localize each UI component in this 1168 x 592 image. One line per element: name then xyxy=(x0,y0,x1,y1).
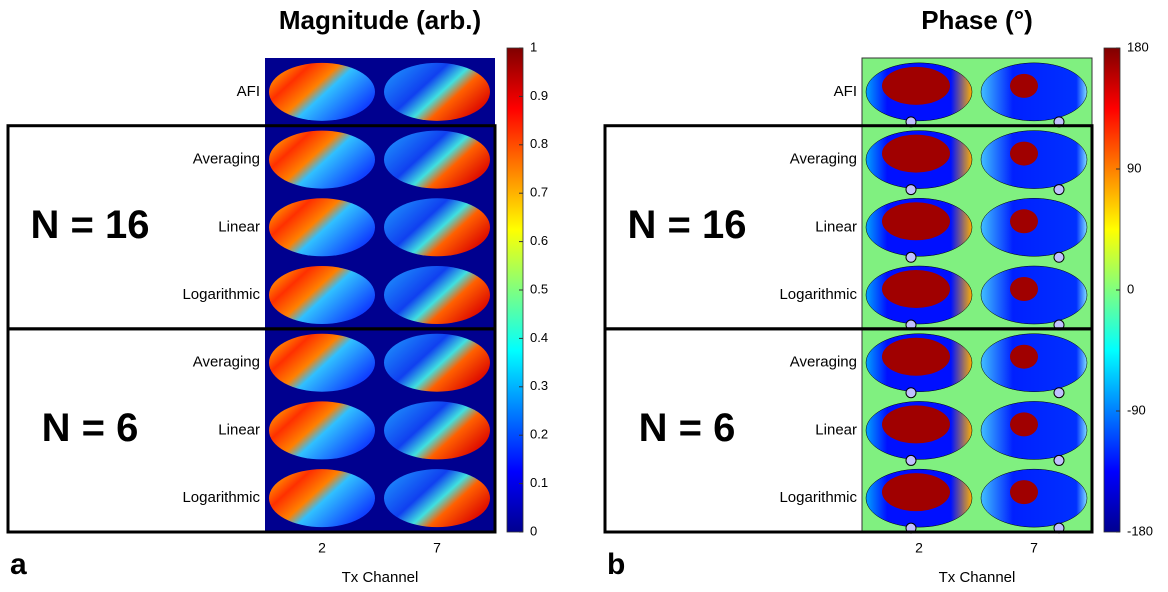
phase-ring xyxy=(1054,455,1064,465)
colorbar-tick-label: 0 xyxy=(1127,281,1134,296)
map-image xyxy=(269,266,375,324)
phase-blob xyxy=(882,135,950,173)
colorbar-tick-label: 90 xyxy=(1127,160,1141,175)
colorbar-tick-label: 0.8 xyxy=(530,136,548,151)
colorbar-tick-label: 0.9 xyxy=(530,88,548,103)
x-tick-label: 2 xyxy=(915,540,923,556)
row-label: Linear xyxy=(815,421,857,438)
phase-blob xyxy=(882,338,950,376)
map-image xyxy=(269,198,375,256)
map-image xyxy=(384,131,490,189)
phase-blob xyxy=(1010,345,1038,369)
map-image xyxy=(269,401,375,459)
phase-blob xyxy=(1010,480,1038,504)
map-image xyxy=(269,469,375,527)
row-label: Linear xyxy=(815,218,857,235)
map-image xyxy=(384,63,490,121)
phase-blob xyxy=(1010,412,1038,436)
colorbar-tick-label: 0.4 xyxy=(530,330,548,345)
colorbar-tick-label: 0 xyxy=(530,523,537,538)
colorbar-tick-label: 0.7 xyxy=(530,185,548,200)
phase-ring xyxy=(1054,388,1064,398)
phase-blob xyxy=(1010,74,1038,98)
x-tick-label: 7 xyxy=(1030,540,1038,556)
phase-blob xyxy=(1010,277,1038,301)
map-image xyxy=(384,198,490,256)
row-label: Logarithmic xyxy=(182,286,260,303)
row-label: Linear xyxy=(218,421,260,438)
phase-ring xyxy=(906,388,916,398)
colorbar-tick-label: 0.2 xyxy=(530,427,548,442)
phase-ring xyxy=(906,252,916,262)
map-image xyxy=(269,63,375,121)
phase-blob xyxy=(1010,142,1038,166)
map-image xyxy=(269,334,375,392)
colorbar-tick-label: 0.3 xyxy=(530,378,548,393)
row-label: Linear xyxy=(218,218,260,235)
phase-blob xyxy=(882,405,950,443)
group-label: N = 6 xyxy=(639,406,736,450)
colorbar-tick-label: -90 xyxy=(1127,402,1146,417)
row-label: Averaging xyxy=(790,151,857,168)
colorbar-tick-label: 1 xyxy=(530,39,537,54)
x-tick-label: 2 xyxy=(318,540,326,556)
phase-blob xyxy=(882,473,950,511)
phase-blob xyxy=(1010,209,1038,233)
row-label: AFI xyxy=(237,83,260,100)
phase-ring xyxy=(1054,185,1064,195)
map-image xyxy=(384,334,490,392)
phase-blob xyxy=(882,202,950,240)
phase-ring xyxy=(906,185,916,195)
colorbar-tick-label: 0.5 xyxy=(530,281,548,296)
phase-blob xyxy=(882,67,950,105)
panel-title: Phase (°) xyxy=(921,5,1033,35)
map-image xyxy=(384,266,490,324)
colorbar-tick-label: -180 xyxy=(1127,523,1153,538)
phase-ring xyxy=(1054,252,1064,262)
map-image xyxy=(384,401,490,459)
row-label: Averaging xyxy=(790,354,857,371)
panel-letter: b xyxy=(607,548,625,581)
colorbar-tick-label: 0.6 xyxy=(530,233,548,248)
row-label: Logarithmic xyxy=(182,489,260,506)
figure: Magnitude (arb.) AFI Averaging Linear Logari… xyxy=(0,0,1168,587)
phase-blob xyxy=(882,270,950,308)
group-label: N = 16 xyxy=(628,203,747,247)
group-label: N = 6 xyxy=(42,406,139,450)
row-label: Logarithmic xyxy=(779,489,857,506)
phase-ring xyxy=(906,455,916,465)
row-label: Logarithmic xyxy=(779,286,857,303)
row-label: Averaging xyxy=(193,151,260,168)
group-label: N = 16 xyxy=(31,203,150,247)
row-label: AFI xyxy=(834,83,857,100)
map-image xyxy=(269,131,375,189)
map-image xyxy=(384,469,490,527)
colorbar-tick-label: 0.1 xyxy=(530,475,548,490)
x-axis-label: Tx Channel xyxy=(342,569,419,586)
colorbar-tick-label: 180 xyxy=(1127,39,1149,54)
panel-title: Magnitude (arb.) xyxy=(279,5,481,35)
panel-letter: a xyxy=(10,548,27,581)
x-tick-label: 7 xyxy=(433,540,441,556)
x-axis-label: Tx Channel xyxy=(939,569,1016,586)
row-label: Averaging xyxy=(193,354,260,371)
